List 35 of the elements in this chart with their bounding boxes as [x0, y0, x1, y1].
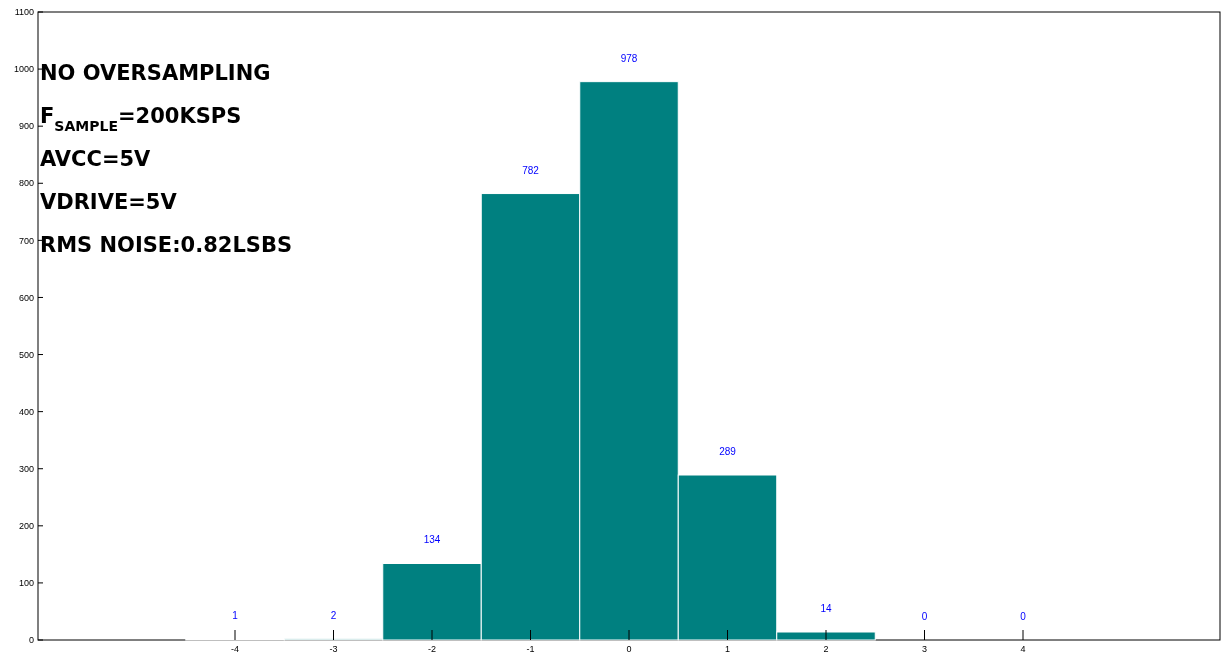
- annotation: NO OVERSAMPLING: [40, 61, 271, 85]
- x-tick-label: -1: [526, 644, 535, 655]
- data-label: 0: [1020, 611, 1027, 622]
- annotation: F$_{SAMPLE}$=200KSPS: [40, 104, 242, 134]
- y-tick-label: 1100: [14, 7, 34, 18]
- x-tick-label: 1: [724, 644, 731, 655]
- data-label: 0: [921, 611, 928, 622]
- x-tick-label: 0: [626, 644, 632, 655]
- y-tick-label: 400: [18, 406, 34, 417]
- y-tick-label: 800: [18, 178, 34, 189]
- annotation: RMS NOISE:0.82LSBS: [40, 233, 293, 257]
- data-label: 1: [232, 610, 239, 622]
- annotation: VDRIVE=5V: [40, 190, 178, 214]
- data-label: 2: [330, 609, 337, 621]
- y-tick-label: 600: [18, 292, 34, 303]
- y-tick-label: 100: [18, 578, 34, 589]
- y-tick-label: 1000: [13, 64, 34, 75]
- y-tick-label: 300: [18, 463, 34, 474]
- y-tick-label: 0: [28, 635, 34, 646]
- data-label: 978: [620, 52, 638, 64]
- x-tick-label: -3: [329, 644, 338, 655]
- annotation: AVCC=5V: [40, 147, 152, 171]
- data-label: 782: [522, 164, 540, 176]
- y-tick-label: 200: [18, 520, 34, 531]
- data-label: 14: [820, 603, 832, 615]
- x-tick-label: 4: [1020, 644, 1026, 655]
- y-tick-label: 700: [18, 235, 34, 246]
- y-tick-label: 900: [18, 121, 34, 132]
- y-tick-label: 500: [18, 349, 34, 360]
- x-tick-label: 2: [823, 644, 829, 655]
- data-label: 134: [423, 534, 441, 546]
- x-tick-label: -2: [427, 644, 437, 655]
- x-tick-label: -4: [230, 644, 240, 655]
- data-label: 289: [719, 446, 737, 458]
- x-tick-label: 3: [921, 644, 928, 655]
